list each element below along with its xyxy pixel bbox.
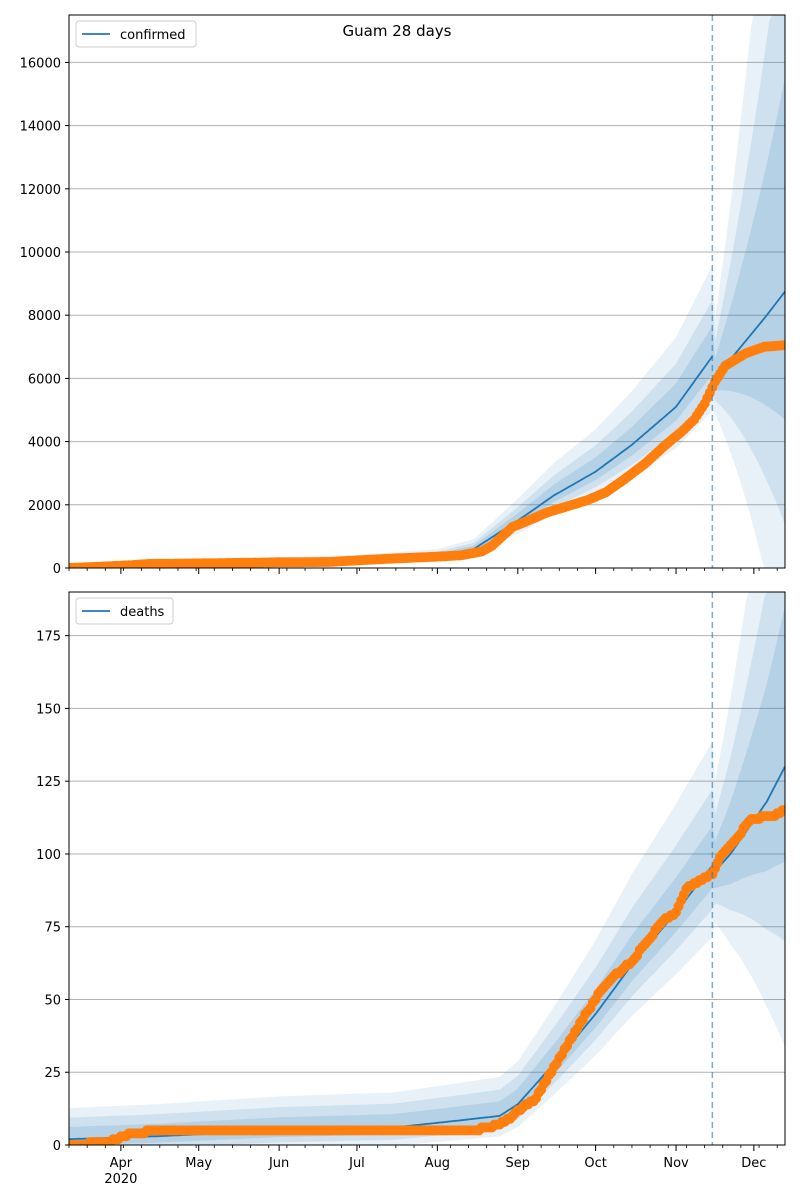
x-tick-label: Dec [741, 1156, 766, 1171]
y-tick-label: 6000 [28, 372, 61, 387]
legend-box [75, 20, 197, 48]
uncertainty-band-2 [69, 15, 785, 568]
y-tick-label: 0 [53, 1139, 61, 1154]
y-tick-label: 125 [36, 775, 61, 790]
axes-frame [68, 591, 786, 1146]
y-tick-label: 75 [44, 921, 61, 936]
x-tick-label: Nov [663, 1156, 689, 1171]
plot-area [69, 15, 785, 568]
plot-area [69, 592, 785, 1145]
x-tick-label: Oct [584, 1156, 606, 1171]
confirmed-panel: 0 2000 4000 6000 8000 10000 12000 14000 16000 con… [20, 14, 786, 577]
y-tick-label: 14000 [20, 120, 61, 135]
x-tick-label: Aug [425, 1156, 450, 1171]
y-tick-label: 10000 [20, 246, 61, 261]
y-tick-label: 50 [44, 993, 61, 1008]
y-tick-label: 25 [44, 1066, 61, 1081]
y-tick-label: 8000 [28, 309, 61, 324]
axes-frame [68, 14, 786, 569]
x-tick-sublabel: 2020 [104, 1172, 137, 1187]
y-tick-label: 150 [36, 702, 61, 717]
uncertainty-band-2 [69, 592, 785, 1145]
legend: deaths [75, 597, 174, 625]
uncertainty-band-3 [69, 606, 785, 1145]
legend-label: confirmed [120, 28, 186, 43]
y-tick-label: 100 [36, 848, 61, 863]
y-tick-label: 2000 [28, 499, 61, 514]
uncertainty-band-3 [69, 77, 785, 568]
observed-point [780, 805, 785, 816]
y-tick-label: 4000 [28, 436, 61, 451]
y-tick-label: 16000 [20, 56, 61, 71]
legend: confirmed [75, 20, 197, 48]
x-tick-label: May [185, 1156, 212, 1171]
uncertainty-band-1 [69, 15, 785, 568]
y-tick-label: 0 [53, 562, 61, 577]
y-tick-label: 12000 [20, 183, 61, 198]
legend-box [75, 597, 174, 625]
x-tick-label: Jul [348, 1156, 365, 1171]
x-tick-label: Apr [110, 1156, 133, 1171]
legend-label: deaths [120, 605, 165, 620]
x-tick-label: Jun [268, 1156, 289, 1171]
observed-point [780, 340, 785, 351]
figure-title: Guam 28 days [343, 22, 452, 40]
x-tick-label: Sep [506, 1156, 531, 1171]
uncertainty-band-1 [69, 592, 785, 1145]
y-tick-label: 175 [36, 630, 61, 645]
